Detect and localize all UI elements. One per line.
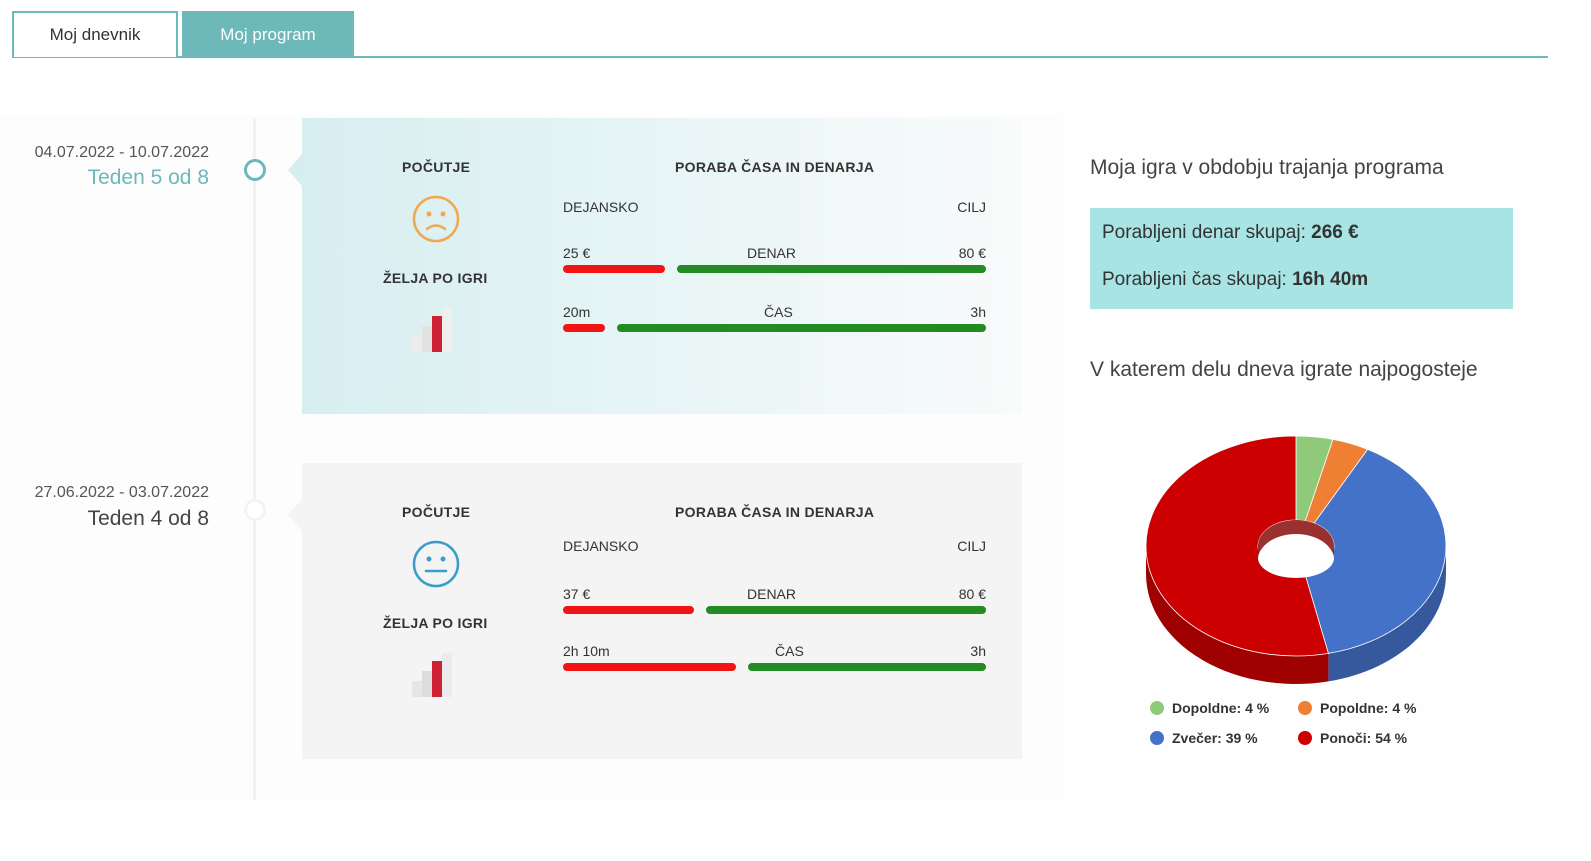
- actual-label: DEJANSKO: [563, 199, 639, 215]
- time-label: ČAS: [775, 643, 804, 659]
- money-actual-bar: [563, 265, 665, 273]
- money-actual: 25 €: [563, 245, 591, 261]
- summary-box: Porabljeni denar skupaj: 266 € Porabljen…: [1090, 208, 1513, 309]
- week-label[interactable]: Teden 4 od 8: [87, 507, 209, 530]
- pie-hole-opening: [1258, 538, 1334, 578]
- card-pointer: [288, 154, 302, 186]
- money-total: Porabljeni denar skupaj: 266 €: [1102, 222, 1359, 244]
- time-goal: 3h: [970, 304, 986, 320]
- money-goal: 80 €: [958, 245, 986, 261]
- time-goal: 3h: [970, 643, 986, 659]
- sad-face-icon: [412, 195, 460, 243]
- time-label: ČAS: [764, 304, 793, 320]
- wish-title: ŽELJA PO IGRI: [383, 270, 488, 286]
- money-actual-bar: [563, 606, 694, 614]
- money-actual: 37 €: [563, 586, 591, 602]
- money-label: DENAR: [747, 586, 797, 602]
- time-actual-bar: [563, 324, 605, 332]
- legend-dot-icon: [1150, 731, 1164, 745]
- week-card: POČUTJE ŽELJA PO IGRI PORABA ČASA IN DEN…: [288, 118, 1022, 414]
- time-total: Porabljeni čas skupaj: 16h 40m: [1102, 269, 1368, 291]
- timeline-dot: [244, 499, 266, 521]
- legend-label: Dopoldne: 4 %: [1172, 700, 1270, 716]
- legend-item-zvečer[interactable]: Zvečer: 39 %: [1150, 730, 1258, 746]
- goal-label: CILJ: [957, 538, 986, 554]
- legend-label: Popoldne: 4 %: [1320, 700, 1417, 716]
- money-goal-bar: [677, 265, 986, 273]
- money-label: DENAR: [747, 245, 797, 261]
- usage-title: PORABA ČASA IN DENARJA: [675, 159, 875, 175]
- tab-moj-dnevnik[interactable]: Moj dnevnik: [12, 11, 178, 57]
- legend-dot-icon: [1150, 701, 1164, 715]
- card-pointer: [288, 499, 302, 531]
- time-actual: 20m: [563, 304, 591, 320]
- time-total-label: Porabljeni čas skupaj:: [1102, 269, 1287, 290]
- pie-slice-side-ponoči: [1146, 546, 1329, 684]
- money-goal: 80 €: [958, 586, 986, 602]
- legend-item-popoldne[interactable]: Popoldne: 4 %: [1298, 700, 1416, 716]
- time-actual: 2h 10m: [563, 643, 610, 659]
- time-total-value: 16h 40m: [1292, 269, 1369, 290]
- money-goal-bar: [706, 606, 986, 614]
- neutral-face-icon: [412, 540, 460, 588]
- week-card: POČUTJE ŽELJA PO IGRI PORABA ČASA IN DEN…: [288, 463, 1022, 759]
- pie-slice-side-zvečer: [1328, 546, 1446, 682]
- chart-title: V katerem delu dneva igrate najpogosteje: [1090, 358, 1478, 381]
- money-total-label: Porabljeni denar skupaj:: [1102, 222, 1306, 243]
- legend-label: Ponoči: 54 %: [1320, 730, 1408, 746]
- tab-moj-program[interactable]: Moj program: [182, 11, 354, 57]
- summary-title: Moja igra v obdobju trajanja programa: [1090, 156, 1444, 179]
- legend-label: Zvečer: 39 %: [1172, 730, 1258, 746]
- usage-title: PORABA ČASA IN DENARJA: [675, 504, 875, 520]
- wish-title: ŽELJA PO IGRI: [383, 615, 488, 631]
- time-goal-bar: [617, 324, 986, 332]
- week-label[interactable]: Teden 5 od 8: [87, 166, 209, 189]
- time-goal-bar: [748, 663, 986, 671]
- week-date-range: 27.06.2022 - 03.07.2022: [34, 484, 209, 501]
- goal-label: CILJ: [957, 199, 986, 215]
- legend-dot-icon: [1298, 701, 1312, 715]
- program-summary-panel: Moja igra v obdobju trajanja programa Po…: [1058, 118, 1548, 800]
- timeline-dot-active: [244, 159, 266, 181]
- bar-level-icon: [412, 653, 452, 697]
- mood-title: POČUTJE: [402, 504, 471, 520]
- mood-title: POČUTJE: [402, 159, 471, 175]
- tab-bar: Moj dnevnik Moj program: [12, 11, 1548, 58]
- week-date-range: 04.07.2022 - 10.07.2022: [34, 144, 209, 161]
- time-actual-bar: [563, 663, 736, 671]
- bar-level-icon: [412, 308, 452, 352]
- timeline-line: [253, 118, 256, 800]
- money-total-value: 266 €: [1311, 222, 1359, 243]
- pie-inner-wall: [1258, 520, 1334, 560]
- legend-item-ponoči[interactable]: Ponoči: 54 %: [1298, 730, 1407, 746]
- legend-item-dopoldne[interactable]: Dopoldne: 4 %: [1150, 700, 1269, 716]
- actual-label: DEJANSKO: [563, 538, 639, 554]
- legend-dot-icon: [1298, 731, 1312, 745]
- time-of-day-pie-chart: [1145, 435, 1447, 684]
